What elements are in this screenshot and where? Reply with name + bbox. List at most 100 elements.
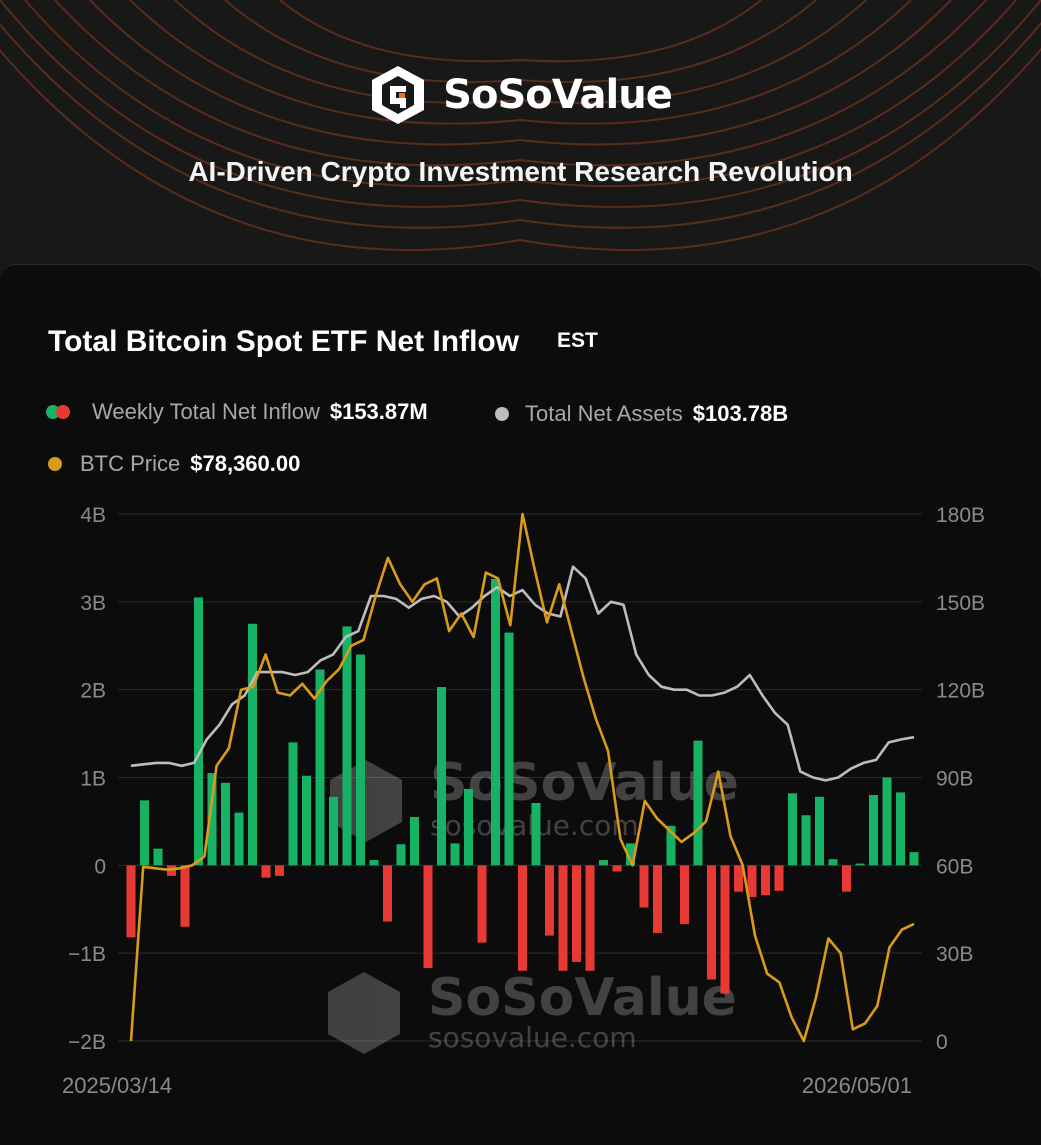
inflow-bar — [369, 860, 379, 866]
header-banner: SoSoValue AI-Driven Crypto Investment Re… — [0, 0, 1041, 300]
right-tick-label: 60B — [936, 855, 973, 878]
inflow-bar — [410, 817, 419, 866]
legend-inflow[interactable]: Weekly Total Net Inflow $153.87M — [46, 399, 428, 425]
inflow-bar — [720, 865, 730, 994]
legend-inflow-label: Weekly Total Net Inflow — [92, 399, 320, 424]
inflow-bar — [626, 843, 635, 866]
watermark-brand: SoSoValue — [430, 753, 739, 813]
left-tick-label: −2B — [68, 1031, 106, 1054]
legend-assets-label: Total Net Assets — [525, 401, 683, 426]
watermark-logo-icon — [330, 760, 402, 842]
inflow-bar — [572, 865, 581, 962]
right-tick-label: 90B — [936, 768, 973, 791]
inflow-bar — [275, 865, 284, 876]
right-tick-label: 180B — [936, 504, 985, 527]
inflow-bar — [288, 742, 298, 866]
chart-card: Total Bitcoin Spot ETF Net Inflow EST We… — [0, 264, 1041, 1145]
inflow-bar — [302, 775, 311, 866]
inflow-bar — [855, 863, 865, 866]
inflow-bar — [207, 773, 217, 866]
right-tick-label: 150B — [936, 592, 985, 615]
inflow-bar — [423, 865, 433, 969]
inflow-bar — [653, 865, 662, 933]
legend-price-value: $78,360.00 — [190, 451, 301, 476]
inflow-bar — [234, 812, 244, 866]
timezone-label: EST — [557, 329, 598, 352]
tagline: AI-Driven Crypto Investment Research Rev… — [188, 156, 853, 187]
inflow-bar — [693, 740, 703, 866]
inflow-bar — [140, 800, 149, 866]
inflow-bar — [761, 865, 770, 896]
watermark-url: sosovalue.com — [428, 1021, 637, 1054]
left-tick-label: 4B — [80, 504, 106, 527]
inflow-bar — [545, 865, 554, 936]
inflow-bar — [396, 844, 406, 866]
inflow-bar — [194, 597, 203, 866]
inflow-bar — [747, 865, 757, 897]
inflow-bar — [153, 848, 163, 866]
chart-title: Total Bitcoin Spot ETF Net Inflow — [48, 325, 520, 358]
btc-price-line — [129, 512, 915, 1043]
x-start-label: 2025/03/14 — [62, 1073, 172, 1098]
negative-dot-icon — [56, 405, 70, 419]
left-tick-label: 3B — [80, 592, 106, 615]
inflow-bar — [788, 793, 797, 866]
inflow-bar — [315, 669, 325, 866]
watermark-logo-icon — [328, 972, 400, 1054]
inflow-bar — [356, 654, 365, 866]
sosovalue-logo-icon — [372, 66, 425, 124]
inflow-bar — [558, 865, 568, 971]
x-end-label: 2026/05/01 — [802, 1073, 912, 1098]
legend-inflow-value: $153.87M — [329, 399, 428, 424]
brand-row: SoSoValue — [0, 64, 1041, 126]
right-tick-label: 0 — [936, 1031, 948, 1054]
left-tick-label: 0 — [94, 855, 106, 878]
inflow-bar — [504, 632, 514, 866]
inflow-bar — [126, 865, 136, 938]
inflow-bar — [491, 578, 500, 866]
inflow-bar — [599, 860, 608, 866]
inflow-bar — [585, 865, 595, 971]
brand-name: SoSoValue — [443, 72, 673, 118]
legend-price-label: BTC Price — [80, 451, 181, 476]
inflow-bar — [450, 843, 460, 866]
legend-assets-value: $103.78B — [692, 401, 789, 426]
left-tick-label: 2B — [80, 680, 106, 703]
inflow-bar — [707, 865, 716, 980]
decorative-background — [0, 0, 1041, 251]
inflow-bar — [531, 802, 541, 866]
inflow-bar — [248, 623, 257, 866]
inflow-bar — [815, 796, 824, 866]
inflow-bar — [869, 795, 878, 866]
inflow-bar — [221, 782, 230, 866]
inflow-bar — [828, 859, 838, 866]
inflow-bar — [801, 815, 811, 866]
legend-price[interactable]: BTC Price $78,360.00 — [48, 451, 300, 477]
left-tick-label: 1B — [80, 768, 106, 791]
inflow-bar — [842, 865, 851, 892]
inflow-bar — [477, 865, 487, 943]
inflow-bar — [342, 626, 352, 866]
inflow-bar — [437, 687, 446, 866]
inflow-bar — [680, 865, 689, 925]
inflow-bar — [896, 792, 905, 866]
left-tick-label: −1B — [68, 943, 106, 966]
inflow-bar — [180, 865, 190, 927]
inflow-bar — [666, 825, 676, 866]
inflow-bar — [464, 788, 473, 866]
inflow-bar — [639, 865, 649, 908]
inflow-bar — [612, 865, 622, 872]
inflow-bar — [882, 777, 892, 866]
legend-assets[interactable]: Total Net Assets $103.78B — [495, 401, 788, 427]
right-tick-label: 30B — [936, 943, 973, 966]
inflow-bar — [774, 865, 784, 891]
inflow-bar — [167, 865, 176, 876]
watermark-brand: SoSoValue — [428, 968, 737, 1028]
inflow-bar — [329, 796, 338, 866]
assets-dot-icon — [495, 407, 509, 421]
inflow-bar — [261, 865, 271, 878]
total-net-assets-line — [130, 565, 915, 782]
inflow-bar — [734, 865, 743, 892]
